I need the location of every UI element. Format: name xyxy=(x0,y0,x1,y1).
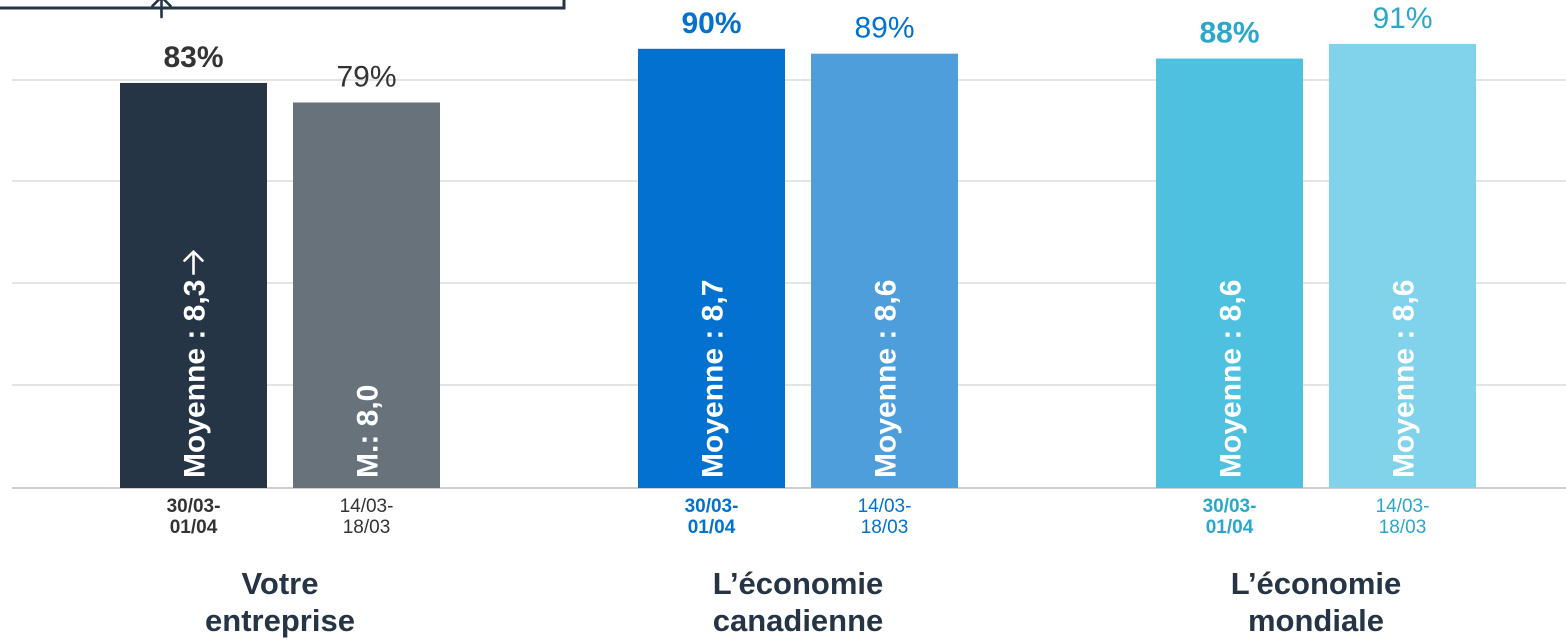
bar xyxy=(638,48,785,489)
value-label: 91% xyxy=(1372,2,1432,35)
bar xyxy=(1156,58,1303,489)
group-label: L’économie xyxy=(713,566,884,601)
mean-label: Moyenne : 8,7 xyxy=(697,280,730,478)
mean-label: Moyenne : 8,6 xyxy=(1388,280,1421,478)
bar xyxy=(1329,43,1476,489)
group-label: entreprise xyxy=(205,603,355,638)
bar-group: 83% Moyenne : 8,3 30/03-01/04 79% M.: 8,0 14/… xyxy=(120,0,440,638)
period-label: 30/03- xyxy=(1203,496,1257,517)
bar xyxy=(811,53,958,489)
bar xyxy=(293,102,440,488)
value-label: 88% xyxy=(1199,17,1259,50)
group-label: canadienne xyxy=(713,603,884,638)
period-label: 01/04 xyxy=(170,517,218,538)
group-label: mondiale xyxy=(1248,603,1384,638)
period-label: 14/03- xyxy=(1376,496,1430,517)
bar-group: 88% Moyenne : 8,6 30/03-01/04 91% Moyenne : … xyxy=(1156,2,1476,638)
gridlines xyxy=(12,79,1566,489)
value-label: 90% xyxy=(681,7,741,40)
bar-group: 90% Moyenne : 8,7 30/03-01/04 89% Moyenne : … xyxy=(638,7,958,638)
value-label: 79% xyxy=(336,60,396,93)
mean-label: Moyenne : 8,3 xyxy=(179,280,212,478)
period-label: 18/03 xyxy=(861,517,909,538)
value-label: 89% xyxy=(854,12,914,45)
mean-label: Moyenne : 8,6 xyxy=(870,280,903,478)
period-label: 14/03- xyxy=(340,496,394,517)
period-label: 14/03- xyxy=(858,496,912,517)
mean-label: Moyenne : 8,6 xyxy=(1215,280,1248,478)
period-label: 01/04 xyxy=(688,517,736,538)
period-label: 30/03- xyxy=(685,496,739,517)
period-label: 18/03 xyxy=(1379,517,1427,538)
group-label: L’économie xyxy=(1231,566,1402,601)
period-label: 01/04 xyxy=(1206,517,1254,538)
legend-box-fragment xyxy=(0,0,566,10)
bar xyxy=(120,82,267,489)
group-label: Votre xyxy=(242,566,319,601)
mean-up-arrow-icon xyxy=(183,250,204,275)
trend-up-arrow-icon xyxy=(151,0,172,19)
value-label: 83% xyxy=(163,41,223,74)
period-label: 30/03- xyxy=(167,496,221,517)
period-label: 18/03 xyxy=(343,517,391,538)
mean-label: M.: 8,0 xyxy=(352,385,385,478)
